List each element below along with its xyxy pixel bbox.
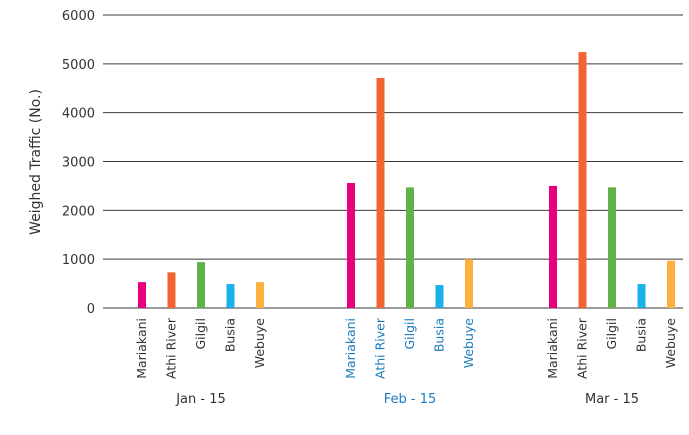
bar bbox=[256, 282, 264, 308]
category-label: Gilgil bbox=[604, 318, 619, 350]
group-label: Feb - 15 bbox=[384, 392, 437, 407]
category-label: Busia bbox=[432, 318, 447, 352]
bar bbox=[138, 282, 146, 308]
category-label: Busia bbox=[634, 318, 649, 352]
y-tick-label: 0 bbox=[87, 302, 95, 317]
bar bbox=[347, 182, 355, 308]
category-label: Mariakani bbox=[343, 318, 358, 379]
y-tick-label: 1000 bbox=[62, 253, 95, 268]
bar bbox=[578, 52, 587, 308]
y-tick-label: 2000 bbox=[62, 204, 95, 219]
group-label: Jan - 15 bbox=[175, 392, 226, 407]
category-label: Webuye bbox=[461, 318, 476, 369]
bar bbox=[376, 77, 385, 309]
bar bbox=[197, 262, 205, 308]
category-label: Athi River bbox=[373, 317, 388, 379]
bar bbox=[667, 260, 675, 308]
y-tick-label: 4000 bbox=[62, 107, 95, 122]
category-label: Athi River bbox=[575, 317, 590, 379]
group-label: Mar - 15 bbox=[585, 392, 639, 407]
category-label: Gilgil bbox=[193, 318, 208, 350]
category-label: Webuye bbox=[252, 318, 267, 369]
bar bbox=[435, 285, 444, 308]
bar bbox=[226, 284, 235, 308]
category-label: Gilgil bbox=[402, 318, 417, 350]
category-label: Mariakani bbox=[545, 318, 560, 379]
bar bbox=[637, 284, 646, 308]
y-tick-label: 6000 bbox=[62, 9, 95, 24]
category-label: Webuye bbox=[663, 318, 678, 369]
category-label: Busia bbox=[223, 318, 238, 352]
bar bbox=[406, 187, 414, 308]
y-axis-title: Weighed Traffic (No.) bbox=[28, 89, 44, 235]
y-tick-label: 3000 bbox=[62, 156, 95, 171]
category-label: Athi River bbox=[164, 317, 179, 379]
bar bbox=[167, 272, 176, 308]
y-tick-label: 5000 bbox=[62, 58, 95, 73]
bar bbox=[608, 187, 616, 308]
bar bbox=[549, 185, 557, 308]
bar bbox=[465, 259, 473, 308]
category-label: Mariakani bbox=[134, 318, 149, 379]
